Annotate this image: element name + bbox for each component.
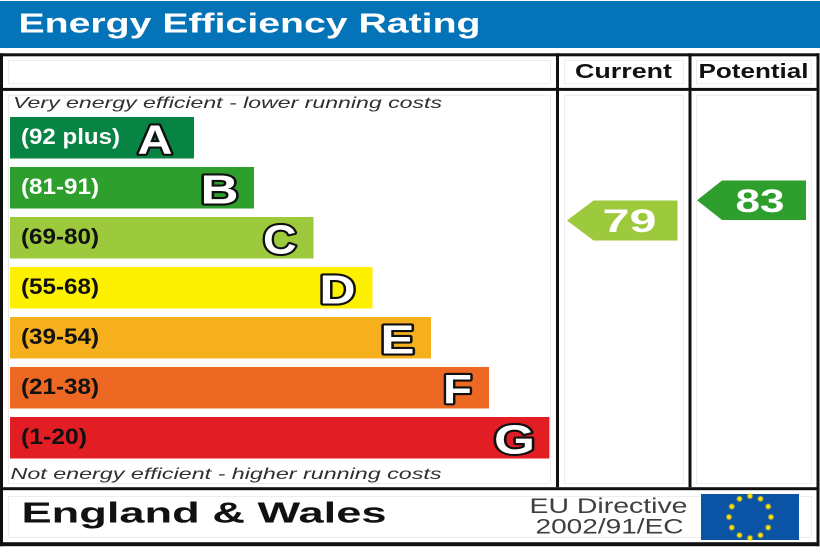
svg-text:Very energy efficient - lower: Very energy efficient - lower running co… <box>13 95 442 112</box>
svg-text:D: D <box>320 267 356 313</box>
svg-text:79: 79 <box>603 203 657 239</box>
svg-text:EU Directive: EU Directive <box>530 495 688 518</box>
svg-text:C: C <box>263 217 297 263</box>
svg-text:Potential: Potential <box>699 61 809 83</box>
svg-text:Not energy efficient - higher: Not energy efficient - higher running co… <box>11 466 442 483</box>
svg-text:B: B <box>201 167 239 213</box>
svg-text:(81-91): (81-91) <box>21 174 99 199</box>
svg-text:England & Wales: England & Wales <box>22 498 387 530</box>
svg-text:83: 83 <box>736 183 785 219</box>
svg-text:(21-38): (21-38) <box>21 374 99 399</box>
svg-text:(55-68): (55-68) <box>21 274 99 299</box>
svg-text:E: E <box>381 317 415 363</box>
svg-text:2002/91/EC: 2002/91/EC <box>536 516 684 539</box>
svg-text:(39-54): (39-54) <box>21 324 99 349</box>
svg-text:Energy Efficiency Rating: Energy Efficiency Rating <box>19 8 481 39</box>
svg-text:F: F <box>443 367 472 413</box>
svg-text:(92 plus): (92 plus) <box>21 124 120 149</box>
svg-text:Current: Current <box>575 61 672 83</box>
svg-text:G: G <box>494 417 535 463</box>
svg-text:A: A <box>138 117 173 163</box>
svg-text:(69-80): (69-80) <box>21 224 99 249</box>
svg-text:(1-20): (1-20) <box>21 424 87 449</box>
